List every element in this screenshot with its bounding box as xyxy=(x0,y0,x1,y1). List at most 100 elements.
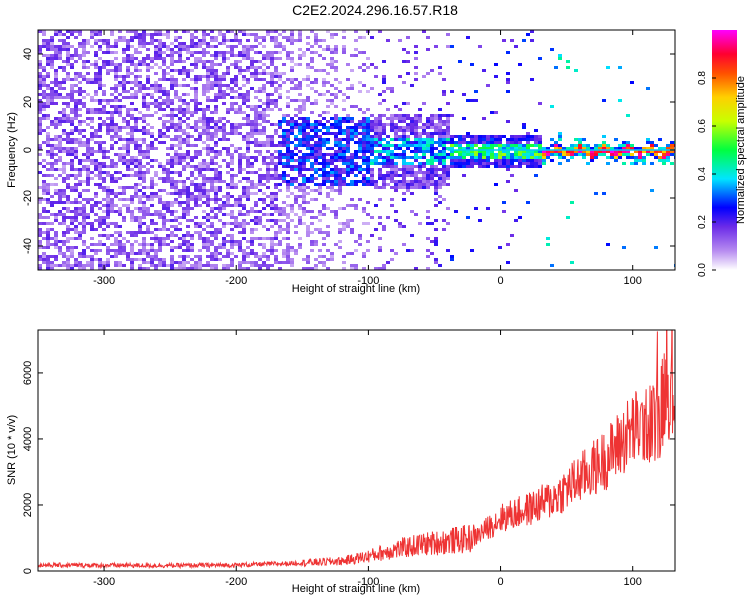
spectrogram-cell-3761 xyxy=(418,165,422,168)
spectrogram-cell-1550 xyxy=(178,105,182,108)
spectrogram-cell-3408 xyxy=(366,57,370,60)
spectrogram-cell-1039 xyxy=(130,234,134,237)
spectrogram-cell-2858 xyxy=(298,150,302,153)
spectrogram-cell-2156 xyxy=(230,177,234,180)
spectrogram-cell-3576 xyxy=(390,156,394,159)
spectrogram-cell-3952 xyxy=(446,171,450,174)
spectrogram-cell-2328 xyxy=(246,165,250,168)
spectrogram-cell-3587 xyxy=(390,204,394,207)
spectrogram-cell-3774 xyxy=(422,129,426,132)
spectrogram-cell-2445 xyxy=(258,129,262,132)
spectrogram-cell-2964 xyxy=(310,111,314,114)
spectrogram-cell-3000 xyxy=(314,99,318,102)
spectrogram-cell-3377 xyxy=(362,69,366,72)
spectrogram-cell-359 xyxy=(66,255,70,258)
spectrogram-cell-1709 xyxy=(190,234,194,237)
spectrogram-cell-2664 xyxy=(278,156,282,159)
spectrogram-cell-1540 xyxy=(178,48,182,51)
spectrogram-cell-98 xyxy=(46,84,50,87)
spectrogram-cell-1579 xyxy=(178,243,182,246)
spectrogram-cell-4002 xyxy=(462,150,466,153)
spectrogram-cell-802 xyxy=(110,93,114,96)
spectrogram-cell-2769 xyxy=(290,51,294,54)
spectrogram-cell-1666 xyxy=(186,207,190,210)
spectrogram-cell-1683 xyxy=(190,42,194,45)
spectrogram-cell-3101 xyxy=(326,72,330,75)
spectrogram-cell-429 xyxy=(74,129,78,132)
spectrogram-cell-1243 xyxy=(150,84,154,87)
spectrogram-cell-2462 xyxy=(258,237,262,240)
spectrogram-cell-3742 xyxy=(414,180,418,183)
spectrogram-cell-1114 xyxy=(138,153,142,156)
spectrogram-cell-10 xyxy=(38,81,42,84)
spectrogram-cell-1980 xyxy=(214,132,218,135)
spectrogram-cell-3471 xyxy=(374,135,378,138)
spectrogram-cell-4181 xyxy=(518,138,522,141)
spectrogram-cell-2713 xyxy=(282,249,286,252)
spectrogram-cell-4078 xyxy=(486,147,490,150)
spectrogram-cell-4423 xyxy=(650,147,654,150)
spectrogram-cell-1304 xyxy=(154,213,158,216)
spectrogram-cell-4151 xyxy=(506,243,510,246)
spectrogram-cell-1827 xyxy=(202,123,206,126)
spectrogram-cell-2587 xyxy=(270,219,274,222)
spectrogram-cell-3743 xyxy=(414,183,418,186)
spectrogram-cell-177 xyxy=(50,255,54,258)
spectrogram-cell-4272 xyxy=(550,153,554,156)
spectrogram-cell-2460 xyxy=(258,219,262,222)
spectrogram-cell-1958 xyxy=(214,39,218,42)
spectrogram-cell-3528 xyxy=(382,147,386,150)
spectrogram-cell-2919 xyxy=(306,48,310,51)
spectrogram-cell-2641 xyxy=(274,258,278,261)
spectrogram-cell-427 xyxy=(74,117,78,120)
spectrogram-cell-4088 xyxy=(490,138,494,141)
spectrogram-cell-2633 xyxy=(274,219,278,222)
spectrogram-cell-4292 xyxy=(562,147,566,150)
spectrogram-cell-391 xyxy=(70,162,74,165)
spectrogram-cell-2880 xyxy=(302,78,306,81)
spectrogram-cell-4370 xyxy=(614,153,618,156)
spectrogram-cell-281 xyxy=(62,108,66,111)
spectrogram-cell-4127 xyxy=(502,156,506,159)
spectrogram-cell-2518 xyxy=(266,93,270,96)
spectrogram-cell-3064 xyxy=(322,69,326,72)
spectrogram-cell-2978 xyxy=(310,174,314,177)
spectrogram-cell-2361 xyxy=(250,129,254,132)
spectrogram-cell-774 xyxy=(106,189,110,192)
spectrogram-cell-3532 xyxy=(382,162,386,165)
spectrogram-cell-2829 xyxy=(294,213,298,216)
spectrogram-cell-3527 xyxy=(382,144,386,147)
spectrogram-cell-4050 xyxy=(478,138,482,141)
spectrogram-cell-1991 xyxy=(214,177,218,180)
spectrogram-cell-3687 xyxy=(406,174,410,177)
spectrogram-cell-2229 xyxy=(238,132,242,135)
spectrogram-cell-268 xyxy=(62,33,66,36)
spectrogram-cell-1484 xyxy=(170,231,174,234)
spectrogram-cell-1233 xyxy=(146,255,150,258)
spectrogram-cell-1362 xyxy=(162,57,166,60)
spectrogram-cell-2786 xyxy=(290,153,294,156)
spectrogram-cell-3351 xyxy=(358,51,362,54)
spectrogram-cell-4340 xyxy=(594,150,598,153)
spectrogram-cell-1973 xyxy=(214,105,218,108)
spectrogram-cell-99 xyxy=(46,87,50,90)
spectrogram-cell-3168 xyxy=(334,51,338,54)
spectrogram-cell-1952 xyxy=(210,252,214,255)
spectrogram-cell-2802 xyxy=(290,261,294,264)
spectrogram-cell-1556 xyxy=(178,126,182,129)
spectrogram-cell-3529 xyxy=(382,150,386,153)
spectrogram-cell-3585 xyxy=(390,186,394,189)
spectrogram-cell-2660 xyxy=(278,141,282,144)
spectrogram-cell-1814 xyxy=(202,60,206,63)
spectrogram-cell-4417 xyxy=(646,141,650,144)
spectrogram-cell-2500 xyxy=(262,207,266,210)
spectrogram-cell-74 xyxy=(42,189,46,192)
spectrogram-cell-1162 xyxy=(142,132,146,135)
spectrogram-cell-3201 xyxy=(334,216,338,219)
spectrogram-cell-118 xyxy=(46,183,50,186)
spectrogram-cell-2531 xyxy=(266,156,270,159)
spectrogram-cell-3043 xyxy=(318,150,322,153)
spectrogram-cell-2721 xyxy=(286,57,290,60)
spectrogram-cell-636 xyxy=(94,90,98,93)
spectrogram-cell-4215 xyxy=(526,162,530,165)
